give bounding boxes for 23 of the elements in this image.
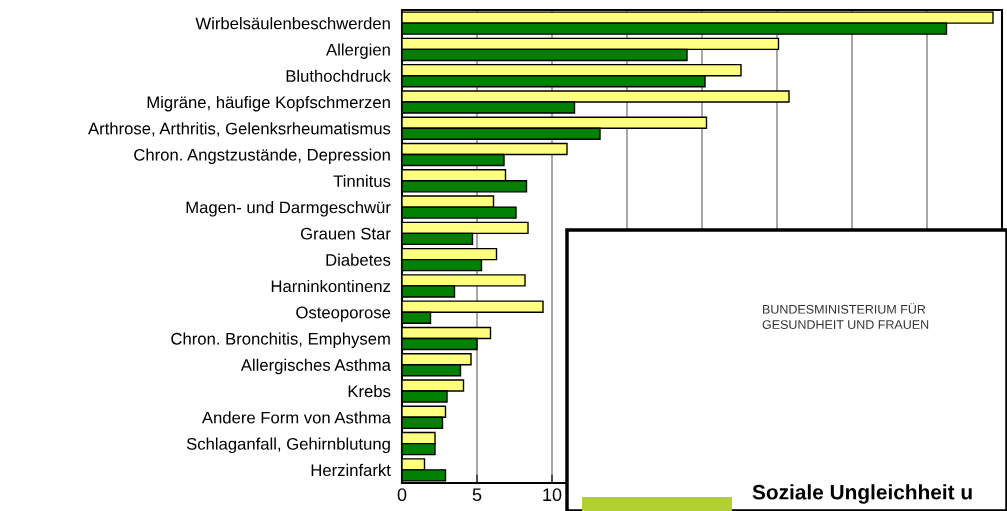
- y-tick-label: Migräne, häufige Kopfschmerzen: [147, 95, 390, 112]
- x-tick-label: 5: [472, 488, 482, 502]
- y-tick-label: Bluthochdruck: [286, 69, 391, 82]
- y-tick-label: Allergien: [326, 43, 390, 59]
- y-tick-label: Magen- und Darmgeschwür: [186, 201, 391, 217]
- text: Soziale Ungleichheit u: [752, 484, 972, 504]
- x-tick-label: 10: [543, 488, 562, 502]
- y-tick-label: Harninkontinenz: [271, 279, 391, 293]
- y-tick-label: Diabetes: [326, 253, 391, 266]
- y-tick-label: Chron. Bronchitis, Emphysem: [171, 332, 390, 348]
- y-tick-label: Allergisches Asthma: [240, 358, 391, 375]
- y-tick-label: Wirbelsäulenbeschwerden: [195, 17, 390, 30]
- y-tick-label: Arthrose, Arthritis, Gelenksrheumatismus: [88, 122, 391, 137]
- annotation: BUNDESMINISTERIUM FÜR GESUNDHEIT UND FRAUEN: [762, 303, 929, 329]
- y-tick-label: Schlaganfall, Gehirnblutung: [186, 437, 390, 454]
- y-tick-label: Osteoporose: [296, 306, 391, 322]
- x-tick-label: 0: [397, 488, 407, 502]
- y-tick-label: Tinnitus: [333, 174, 391, 188]
- y-tick-label: Krebs: [348, 384, 391, 398]
- y-tick-label: Grauen Star: [300, 227, 391, 240]
- y-tick-label: Andere Form von Asthma: [201, 411, 391, 424]
- y-tick-label: Chron. Angstzustände, Depression: [134, 148, 390, 165]
- y-tick-label: Herzinfarkt: [311, 463, 391, 477]
